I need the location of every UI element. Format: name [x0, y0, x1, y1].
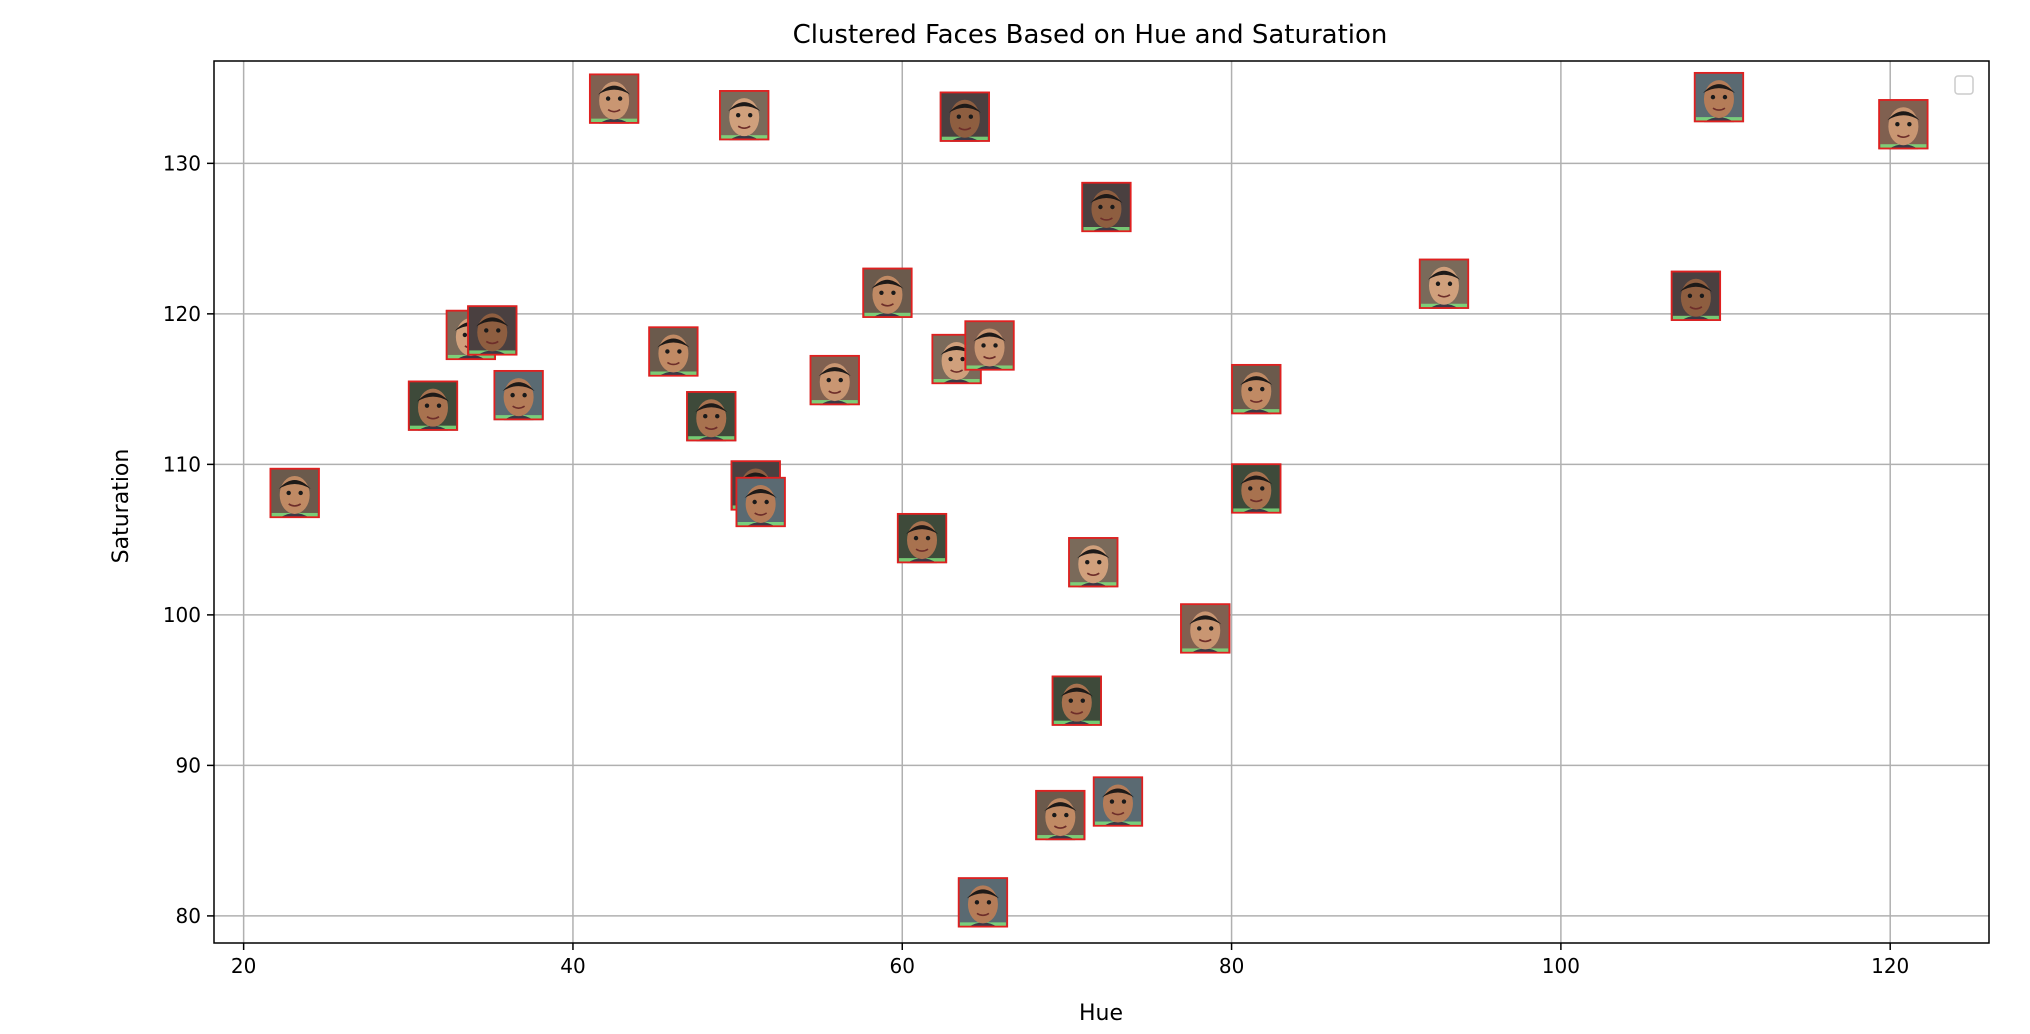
y-axis-label: Saturation [109, 449, 134, 564]
y-tick-label: 80 [176, 904, 201, 928]
face-point-marker [964, 320, 1015, 371]
face-point-marker [1418, 258, 1470, 309]
face-point-marker [896, 512, 948, 564]
x-axis-ticks: 20 40 60 80 100 120 [231, 943, 1909, 978]
face-point-marker [588, 73, 640, 124]
face-point-marker [939, 91, 990, 142]
x-tick-label: 100 [1542, 954, 1580, 978]
face-point-marker [686, 391, 737, 442]
legend-box [1954, 75, 1974, 95]
face-point-marker [1068, 537, 1119, 588]
face-point-marker [957, 877, 1009, 928]
face-point-marker [809, 354, 860, 406]
face-point-marker [493, 369, 544, 421]
x-axis-label: Hue [1079, 1001, 1123, 1026]
chart-title: Clustered Faces Based on Hue and Saturat… [793, 20, 1388, 50]
face-point-marker [1693, 71, 1745, 123]
x-tick-label: 40 [560, 954, 585, 978]
face-point-marker [1051, 675, 1102, 726]
face-point-marker [1092, 776, 1144, 827]
face-point-marker [1180, 603, 1231, 654]
data-points [269, 71, 1929, 928]
y-tick-label: 110 [163, 452, 201, 476]
y-tick-label: 100 [163, 603, 201, 627]
y-tick-label: 90 [176, 753, 201, 777]
face-point-marker [467, 305, 518, 356]
x-tick-label: 80 [1219, 954, 1244, 978]
face-point-marker [1670, 270, 1722, 321]
face-point-marker [735, 476, 786, 528]
x-tick-label: 120 [1871, 954, 1909, 978]
face-point-marker [1231, 463, 1282, 514]
face-point-marker [1035, 789, 1086, 841]
x-tick-label: 20 [231, 954, 256, 978]
x-tick-label: 60 [890, 954, 915, 978]
face-point-marker [931, 333, 982, 385]
face-point-marker [719, 90, 770, 141]
face-point-marker [648, 326, 699, 377]
y-tick-label: 120 [163, 302, 201, 326]
plot-area-frame [213, 60, 1990, 944]
face-point-marker [862, 267, 913, 318]
face-point-marker [1081, 181, 1132, 233]
face-point-marker [269, 467, 320, 519]
face-point-marker [407, 380, 459, 431]
y-axis-ticks: 80 90 100 110 120 130 [163, 151, 214, 928]
y-tick-label: 130 [163, 151, 201, 175]
face-point-marker [1878, 99, 1929, 150]
face-point-marker [1231, 363, 1282, 415]
